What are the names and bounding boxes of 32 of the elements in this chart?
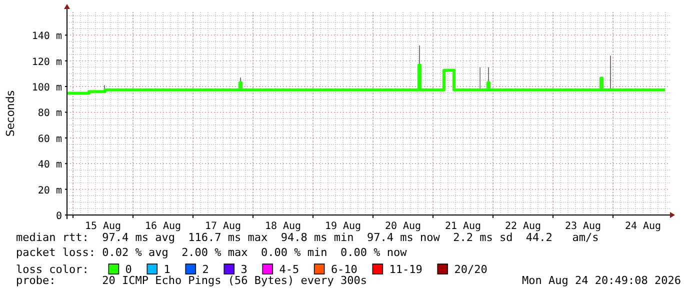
legend-label: 11-19 [389,263,422,276]
x-tick-label: 17 Aug [204,221,242,232]
y-tick-label: 60 m [38,134,62,145]
text: Mon Aug 24 20:49:08 2026 [522,274,681,287]
legend-label: 4-5 [279,263,300,276]
text: packet loss: 0.02 % avg 2.00 % max 0.00 % min 0.00 % now [16,246,408,259]
y-tick-label: 120 m [32,56,62,68]
text: probe: 20 ICMP Echo Pings (56 Bytes) every 300s [16,274,367,287]
legend-label: 6-10 [330,263,358,276]
x-tick-label: 23 Aug [564,221,602,232]
y-tick-label: 140 m [32,31,62,42]
x-tick-label: 19 Aug [324,221,362,232]
x-tick-label: 20 Aug [384,221,422,232]
x-tick-label: 24 Aug [624,221,662,232]
y-tick-label: 100 m [32,82,62,94]
y-tick-label: 0 [56,211,62,222]
y-axis-title: Seconds [4,90,17,137]
x-tick-label: 18 Aug [264,221,302,232]
legend-label: 20/20 [454,263,488,276]
x-tick-label: 16 Aug [144,221,182,232]
y-tick-label: 20 m [38,185,62,196]
legend-title: loss color: [16,263,89,276]
x-tick-label: 21 Aug [444,221,482,232]
text: median rtt: 97.4 ms avg 116.7 ms max 94.8 ms min 97.4 ms now 2.2 ms sd 44.2 am/s [16,231,599,244]
legend-label: 3 [240,263,248,276]
legend-label: 0 [125,263,132,276]
x-tick-label: 15 Aug [84,221,122,232]
x-tick-label: 22 Aug [504,221,542,232]
legend-label: 1 [164,263,170,276]
legend-label: 2 [202,263,209,276]
y-tick-label: 40 m [38,160,62,171]
y-tick-label: 80 m [38,108,62,120]
